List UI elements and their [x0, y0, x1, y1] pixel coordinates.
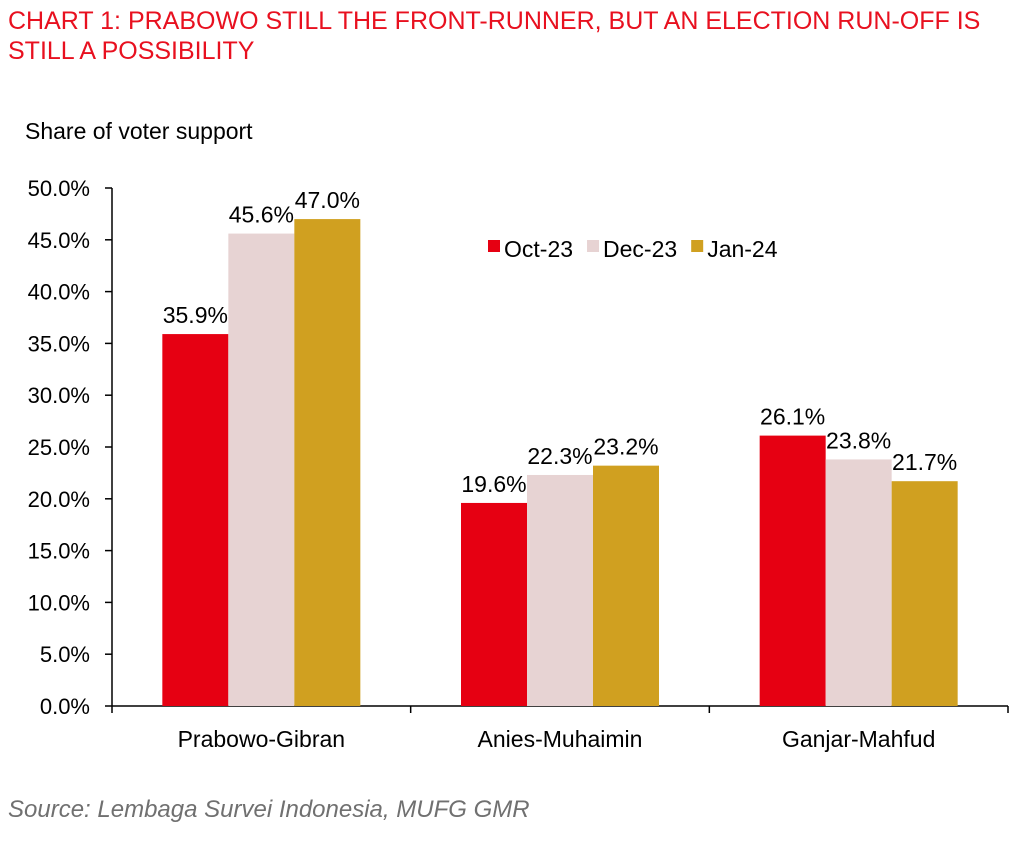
bar [759, 435, 826, 706]
bar [825, 459, 892, 706]
bar-data-label: 35.9% [163, 302, 228, 328]
y-tick-label: 45.0% [28, 228, 90, 253]
bar [527, 474, 593, 706]
bar [891, 481, 958, 706]
y-tick-label: 5.0% [40, 642, 90, 667]
legend-swatch [691, 240, 704, 252]
bar-data-label: 26.1% [760, 404, 825, 430]
bar-data-label: 23.2% [593, 434, 658, 460]
legend-label: Oct-23 [504, 236, 573, 262]
legend-swatch [488, 240, 500, 252]
bar-data-label: 22.3% [527, 443, 592, 469]
x-tick-label: Ganjar-Mahfud [782, 726, 935, 752]
y-tick-label: 50.0% [28, 176, 90, 201]
bar-data-label: 47.0% [295, 187, 360, 213]
y-tick-label: 10.0% [28, 590, 90, 615]
y-tick-label: 20.0% [28, 487, 90, 512]
y-tick-label: 25.0% [28, 435, 90, 460]
y-tick-label: 35.0% [28, 331, 90, 356]
bar [593, 465, 659, 706]
x-tick-label: Anies-Muhaimin [478, 726, 643, 752]
bar-data-label: 21.7% [892, 449, 957, 475]
bar [294, 219, 361, 706]
y-tick-label: 30.0% [28, 383, 90, 408]
x-tick-label: Prabowo-Gibran [178, 726, 345, 752]
y-axis-label: Share of voter support [25, 118, 253, 144]
bar-data-label: 23.8% [826, 427, 891, 453]
bar-data-label: 45.6% [229, 202, 294, 228]
legend-label: Dec-23 [603, 236, 677, 262]
legend-swatch [587, 240, 600, 252]
y-tick-label: 0.0% [40, 694, 90, 719]
bar-data-label: 19.6% [461, 471, 526, 497]
chart-title: CHART 1: PRABOWO STILL THE FRONT-RUNNER,… [8, 7, 981, 65]
bar [461, 502, 527, 706]
legend-label: Jan-24 [707, 236, 778, 262]
y-tick-label: 40.0% [28, 280, 90, 305]
y-tick-label: 15.0% [28, 539, 90, 564]
bar [228, 233, 295, 707]
source-note: Source: Lembaga Survei Indonesia, MUFG G… [8, 796, 530, 823]
bar [162, 334, 229, 706]
